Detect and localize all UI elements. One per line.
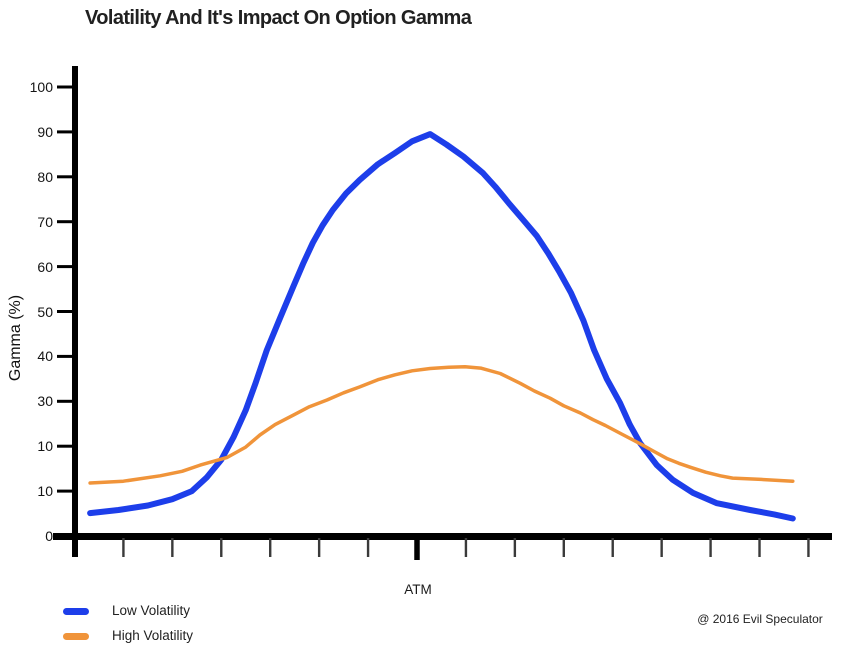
y-axis-tick — [57, 220, 72, 224]
y-axis-tick-label: 70 — [37, 213, 53, 230]
curve-low-volatility — [87, 131, 796, 522]
x-axis-tick — [513, 538, 517, 557]
x-axis-tick — [464, 538, 468, 557]
y-axis-tick-label: 10 — [37, 483, 53, 500]
y-axis-tick-label: 30 — [37, 393, 53, 410]
y-axis-tick-label: 0 — [45, 528, 53, 544]
x-axis-line — [53, 533, 832, 540]
legend-swatch-low-volatility — [63, 608, 89, 615]
y-axis-tick-label: 80 — [37, 168, 53, 185]
y-axis-tick — [57, 354, 72, 358]
y-axis-tick-label: 60 — [37, 258, 53, 275]
x-axis-tick — [758, 538, 761, 557]
chart-title: Volatility And It's Impact On Option Gam… — [85, 7, 472, 29]
y-axis-tick-label: 40 — [37, 348, 53, 365]
y-axis-tick-label: 90 — [37, 123, 53, 140]
x-axis-tick — [171, 538, 174, 557]
y-axis-tick — [57, 310, 72, 313]
y-axis-tick — [57, 489, 72, 493]
y-axis-tick — [57, 399, 72, 403]
y-axis-tick-label: 10 — [37, 438, 53, 455]
x-axis-tick — [807, 538, 810, 557]
y-axis-tick — [57, 85, 72, 89]
x-axis-tick — [562, 538, 565, 557]
x-axis-tick — [122, 538, 125, 557]
x-axis-tick — [660, 538, 663, 557]
credit-text: @ 2016 Evil Speculator — [697, 612, 823, 626]
x-axis-tick — [366, 538, 370, 557]
curve-high-volatility — [88, 364, 795, 485]
y-axis-tick — [57, 265, 72, 269]
y-axis-tick — [57, 444, 72, 448]
legend-label-low-volatility: Low Volatility — [112, 603, 191, 618]
x-axis-tick — [317, 538, 321, 557]
y-axis-tick — [57, 130, 72, 134]
x-axis-tick — [220, 538, 223, 557]
legend-swatch-high-volatility — [63, 633, 89, 640]
y-axis-line — [72, 66, 78, 557]
atm-tick — [414, 536, 420, 560]
x-axis-tick — [611, 538, 614, 557]
y-axis-tick-label: 100 — [29, 79, 53, 95]
legend-label-high-volatility: High Volatility — [112, 628, 194, 643]
y-axis-tick — [57, 175, 72, 179]
x-axis-tick — [709, 538, 712, 557]
x-axis-tick — [269, 538, 272, 557]
y-axis-tick-label: 50 — [37, 303, 53, 320]
x-axis-atm-label: ATM — [404, 582, 432, 597]
